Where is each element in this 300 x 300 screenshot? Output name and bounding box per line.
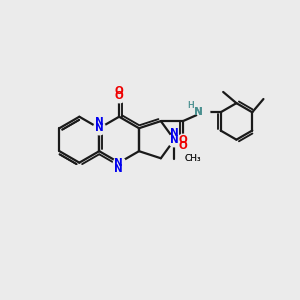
Text: CH₃: CH₃: [185, 154, 201, 163]
Text: N: N: [114, 164, 123, 174]
Text: N: N: [94, 123, 103, 133]
Text: N: N: [194, 107, 203, 117]
Text: O: O: [115, 91, 124, 101]
Text: H: H: [187, 101, 194, 110]
Text: N: N: [94, 117, 103, 127]
Text: O: O: [178, 141, 187, 151]
Text: H: H: [188, 101, 194, 110]
Text: N: N: [194, 107, 203, 117]
Text: CH₃: CH₃: [185, 154, 201, 163]
Text: O: O: [115, 86, 124, 96]
Text: N: N: [170, 135, 179, 145]
Text: N: N: [114, 158, 123, 168]
Text: O: O: [178, 135, 187, 145]
Text: N: N: [170, 128, 179, 138]
